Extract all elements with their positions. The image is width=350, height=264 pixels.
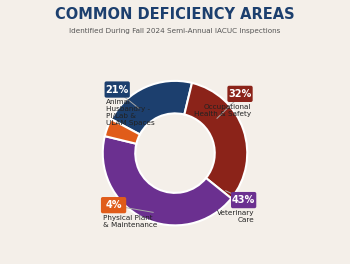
- Text: 32%: 32%: [229, 89, 252, 99]
- Text: Veterinary
Care: Veterinary Care: [217, 210, 254, 223]
- FancyBboxPatch shape: [228, 86, 253, 102]
- Wedge shape: [105, 119, 140, 144]
- Wedge shape: [111, 81, 192, 134]
- FancyBboxPatch shape: [105, 81, 130, 98]
- Text: 43%: 43%: [232, 195, 255, 205]
- FancyBboxPatch shape: [101, 197, 126, 213]
- Wedge shape: [103, 136, 231, 225]
- Text: 21%: 21%: [106, 84, 129, 95]
- Text: Identified During Fall 2024 Semi-Annual IACUC Inspections: Identified During Fall 2024 Semi-Annual …: [69, 28, 281, 34]
- FancyBboxPatch shape: [231, 192, 256, 208]
- Text: Occupational
Health & Safety: Occupational Health & Safety: [194, 104, 251, 117]
- Text: 4%: 4%: [105, 200, 122, 210]
- Text: Animal
Husbandry -
PI/Lab &
ULAM Spaces: Animal Husbandry - PI/Lab & ULAM Spaces: [106, 100, 155, 126]
- Text: Physical Plant
& Maintenance: Physical Plant & Maintenance: [103, 215, 157, 228]
- Wedge shape: [184, 83, 247, 199]
- Text: COMMON DEFICIENCY AREAS: COMMON DEFICIENCY AREAS: [55, 7, 295, 22]
